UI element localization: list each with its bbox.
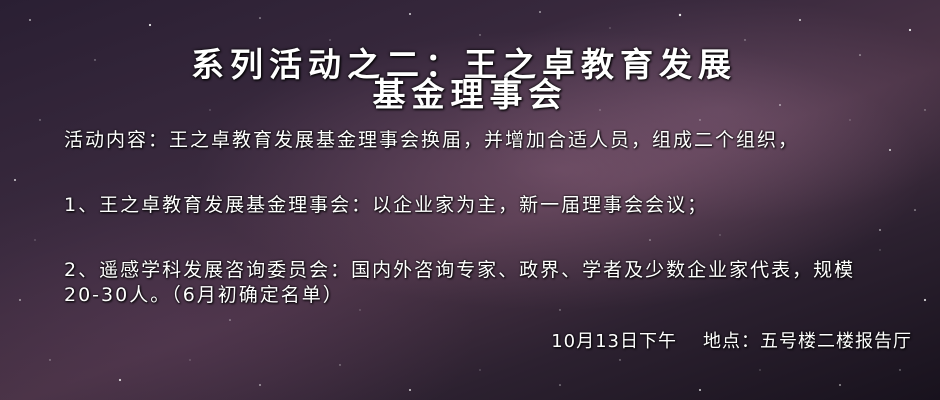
event-footer: 10月13日下午 地点：五号楼二楼报告厅 <box>551 327 912 353</box>
event-location: 地点：五号楼二楼报告厅 <box>703 331 912 352</box>
content-paragraph-2: 1、王之卓教育发展基金理事会：以企业家为主，新一届理事会会议； <box>64 193 864 218</box>
content-paragraph-3: 2、遥感学科发展咨询委员会：国内外咨询专家、政界、学者及少数企业家代表，规模20… <box>64 258 864 308</box>
event-time: 10月13日下午 <box>551 331 677 352</box>
content-paragraph-1: 活动内容：王之卓教育发展基金理事会换届，并增加合适人员，组成二个组织， <box>64 128 864 153</box>
title-line-2: 基金理事会 <box>0 76 940 114</box>
